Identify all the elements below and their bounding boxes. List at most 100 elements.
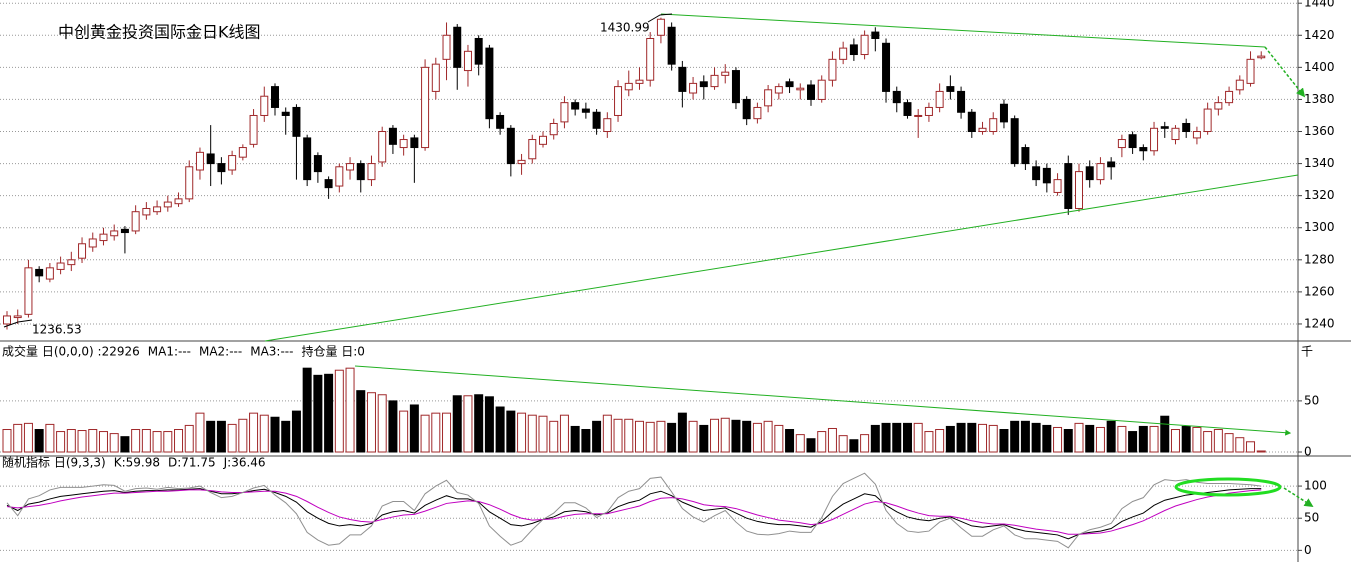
candle-body bbox=[646, 37, 655, 81]
y-tick-label: 1300 bbox=[1304, 220, 1335, 234]
candle-body bbox=[817, 79, 826, 100]
volume-bar bbox=[109, 433, 119, 453]
candle-body bbox=[1160, 126, 1169, 129]
candle-body bbox=[453, 26, 462, 68]
volume-bar bbox=[634, 420, 644, 453]
candle-body bbox=[313, 155, 322, 173]
volume-bar bbox=[881, 422, 891, 453]
volume-bar bbox=[624, 418, 634, 453]
volume-bar bbox=[592, 420, 602, 453]
candle-body bbox=[303, 137, 312, 181]
candle-body bbox=[496, 114, 505, 129]
candle-body bbox=[999, 103, 1008, 123]
volume-bar bbox=[120, 436, 130, 453]
candle-body bbox=[892, 90, 901, 104]
volume-bar bbox=[1010, 420, 1020, 453]
candle-body bbox=[163, 201, 172, 208]
candle-body bbox=[807, 84, 815, 100]
volume-bar bbox=[13, 423, 23, 453]
volume-bar bbox=[195, 412, 205, 453]
candle-body bbox=[924, 106, 933, 116]
volume-bar bbox=[549, 420, 559, 453]
volume-bar bbox=[506, 410, 516, 453]
volume-bar bbox=[602, 414, 612, 453]
candle-body bbox=[871, 31, 880, 39]
candle-body bbox=[1214, 102, 1223, 110]
volume-bar bbox=[281, 420, 291, 453]
high-label: 1430.99 bbox=[600, 21, 650, 35]
volume-bar bbox=[1042, 424, 1052, 453]
candle-body bbox=[410, 137, 419, 149]
volume-bar bbox=[495, 406, 505, 453]
candle-body bbox=[1021, 147, 1030, 165]
volume-bar bbox=[141, 429, 151, 453]
volume-bar bbox=[763, 420, 773, 453]
volume-bar bbox=[731, 419, 741, 453]
volume-bar bbox=[345, 367, 355, 453]
kdj-arrow bbox=[1283, 487, 1314, 507]
volume-bar bbox=[967, 422, 977, 453]
candle-body bbox=[174, 198, 183, 205]
candle-body bbox=[1010, 118, 1019, 165]
volume-bar bbox=[945, 425, 955, 453]
candle-body bbox=[1192, 131, 1201, 139]
candle-body bbox=[882, 42, 891, 92]
volume-bar bbox=[667, 422, 677, 453]
volume-bar bbox=[1170, 429, 1180, 453]
volume-bar bbox=[98, 431, 108, 453]
volume-bar bbox=[270, 416, 280, 453]
y-tick-label: 100 bbox=[1304, 479, 1327, 493]
candle-body bbox=[710, 74, 719, 88]
y-tick-label: 0 bbox=[1304, 543, 1312, 557]
candle-body bbox=[228, 155, 237, 171]
volume-bar bbox=[23, 422, 33, 453]
candle-body bbox=[581, 108, 590, 113]
volume-bar bbox=[1106, 420, 1116, 453]
candle-body bbox=[967, 111, 976, 133]
candle-body bbox=[292, 106, 301, 137]
candle-body bbox=[153, 206, 162, 213]
candle-body bbox=[860, 34, 869, 56]
volume-bar bbox=[227, 423, 237, 453]
volume-bar bbox=[238, 418, 248, 453]
volume-bar bbox=[924, 431, 934, 453]
candle-body bbox=[1257, 55, 1266, 59]
kdj-line bbox=[6, 472, 1262, 549]
volume-bar bbox=[259, 414, 269, 453]
y-tick-label: 1440 bbox=[1304, 0, 1335, 10]
candle-body bbox=[356, 163, 365, 181]
trend-line bbox=[264, 174, 1299, 342]
volume-bar bbox=[913, 422, 923, 453]
volume-bar bbox=[388, 400, 398, 453]
candle-body bbox=[656, 18, 665, 36]
candle-body bbox=[1096, 163, 1105, 181]
candle-body bbox=[271, 86, 279, 108]
candle-body bbox=[774, 86, 783, 94]
volume-bar bbox=[1085, 424, 1095, 453]
candle-body bbox=[689, 82, 698, 94]
volume-bar bbox=[356, 390, 366, 453]
candle-body bbox=[560, 102, 569, 123]
candle-body bbox=[753, 106, 762, 120]
volume-bar bbox=[249, 412, 259, 453]
candle-body bbox=[485, 47, 494, 120]
volume-bar bbox=[313, 374, 323, 453]
volume-bar bbox=[2, 429, 12, 453]
volume-bar bbox=[1246, 441, 1256, 453]
volume-bar bbox=[66, 429, 76, 453]
volume-bar bbox=[452, 395, 462, 453]
volume-bar bbox=[988, 424, 998, 453]
volume-bar bbox=[699, 424, 709, 453]
candle-body bbox=[1053, 179, 1062, 193]
volume-bar bbox=[409, 404, 419, 453]
candle-body bbox=[903, 102, 912, 116]
y-tick-label: 1380 bbox=[1304, 92, 1335, 106]
volume-bar bbox=[570, 425, 580, 453]
volume-bar bbox=[538, 415, 548, 453]
volume-bar bbox=[1063, 429, 1073, 453]
volume-bar bbox=[860, 434, 870, 453]
candle-body bbox=[45, 267, 54, 280]
candle-body bbox=[678, 66, 687, 92]
candle-body bbox=[721, 71, 730, 76]
